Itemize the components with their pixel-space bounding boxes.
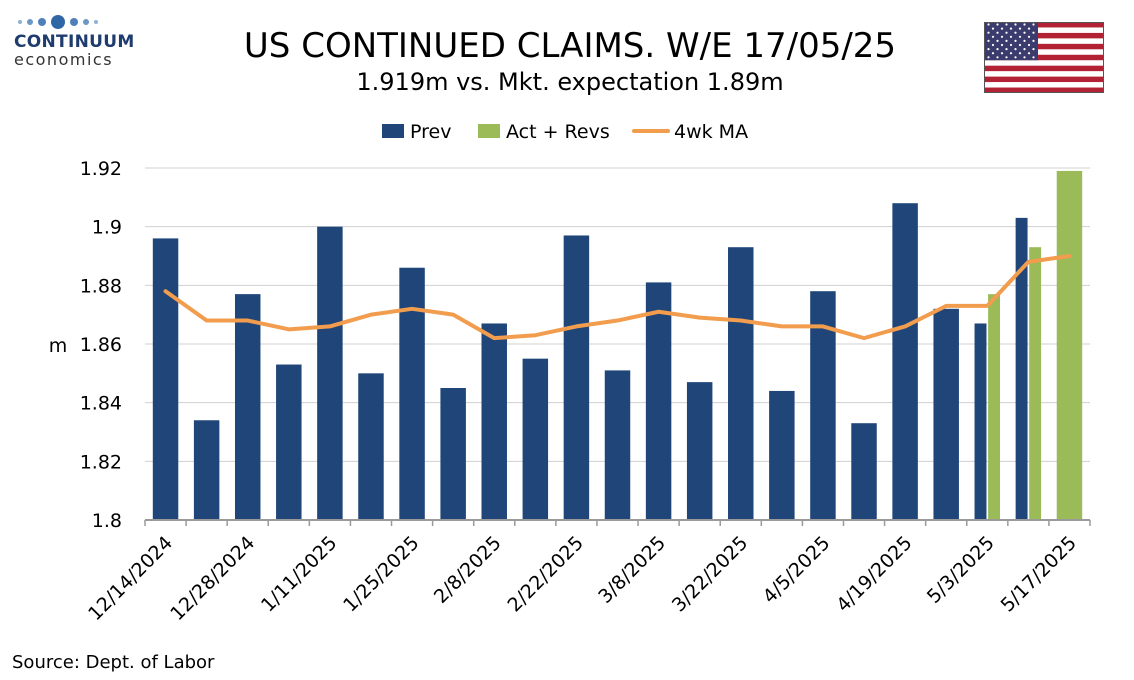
chart-title: US CONTINUED CLAIMS. W/E 17/05/25 <box>243 26 897 66</box>
logo-dots-icon <box>14 14 134 30</box>
y-tick-label: 1.86 <box>80 334 122 356</box>
prev-bar <box>276 364 302 520</box>
prev-bar <box>193 420 220 520</box>
y-tick-label: 1.88 <box>80 275 122 297</box>
us-flag-icon <box>984 22 1104 93</box>
logo-wordmark: CONTINUUM <box>14 32 135 52</box>
prev-bar <box>563 235 590 520</box>
legend: Prev Act + Revs 4wk MA <box>382 121 748 143</box>
legend-label: 4wk MA <box>674 121 748 143</box>
prev-bar <box>892 203 918 520</box>
prev-bar <box>440 388 466 520</box>
legend-label: Act + Revs <box>506 121 610 143</box>
x-tick-label: 1/25/2025 <box>339 532 423 616</box>
y-tick-label: 1.92 <box>80 158 122 180</box>
x-tick-label: 4/19/2025 <box>832 532 916 616</box>
x-tick-label: 3/8/2025 <box>594 532 670 608</box>
prev-bar <box>728 247 754 520</box>
y-axis-label: m <box>49 335 68 357</box>
prev-bar <box>851 423 877 520</box>
prev-bar <box>358 373 384 520</box>
continuum-logo: CONTINUUM economics <box>14 14 134 69</box>
x-tick-label: 2/22/2025 <box>504 532 588 616</box>
bar-series <box>152 170 1083 520</box>
source-note: Source: Dept. of Labor <box>12 652 215 673</box>
legend-label: Prev <box>410 121 451 143</box>
x-tick-label: 2/8/2025 <box>430 532 506 608</box>
prev-bar <box>686 382 713 520</box>
x-tick-label: 5/3/2025 <box>923 532 999 608</box>
prev-bar <box>234 294 261 520</box>
prev-bar <box>1015 217 1028 520</box>
x-tick-label: 1/11/2025 <box>257 532 341 616</box>
prev-bar <box>317 226 343 520</box>
prev-bar <box>769 390 795 520</box>
act-bar <box>1056 170 1083 520</box>
x-tick-label: 5/17/2025 <box>997 532 1081 616</box>
logo-tagline: economics <box>14 50 114 69</box>
y-tick-label: 1.9 <box>92 217 122 239</box>
x-tick-label: 3/22/2025 <box>668 532 752 616</box>
ma-line <box>163 254 1072 341</box>
act-bar <box>988 294 1001 520</box>
legend-swatch <box>382 124 404 138</box>
prev-bar <box>974 323 987 520</box>
act-bar <box>1029 247 1042 520</box>
prev-bar <box>522 358 549 520</box>
prev-bar <box>399 267 425 520</box>
prev-bar <box>604 370 631 520</box>
chart-subtitle: 1.919m vs. Mkt. expectation 1.89m <box>356 68 784 96</box>
prev-bar <box>933 308 959 520</box>
y-tick-label: 1.82 <box>80 451 122 473</box>
ma-line-series <box>163 254 1072 341</box>
prev-bar <box>481 323 507 520</box>
x-tick-label: 12/14/2024 <box>84 532 177 625</box>
prev-bar <box>152 238 179 520</box>
legend-swatch <box>478 124 500 138</box>
x-tick-label: 4/5/2025 <box>759 532 835 608</box>
prev-bar <box>645 282 672 520</box>
y-tick-label: 1.8 <box>92 510 122 532</box>
x-tick-label: 12/28/2024 <box>166 532 259 625</box>
y-tick-label: 1.84 <box>80 393 122 415</box>
